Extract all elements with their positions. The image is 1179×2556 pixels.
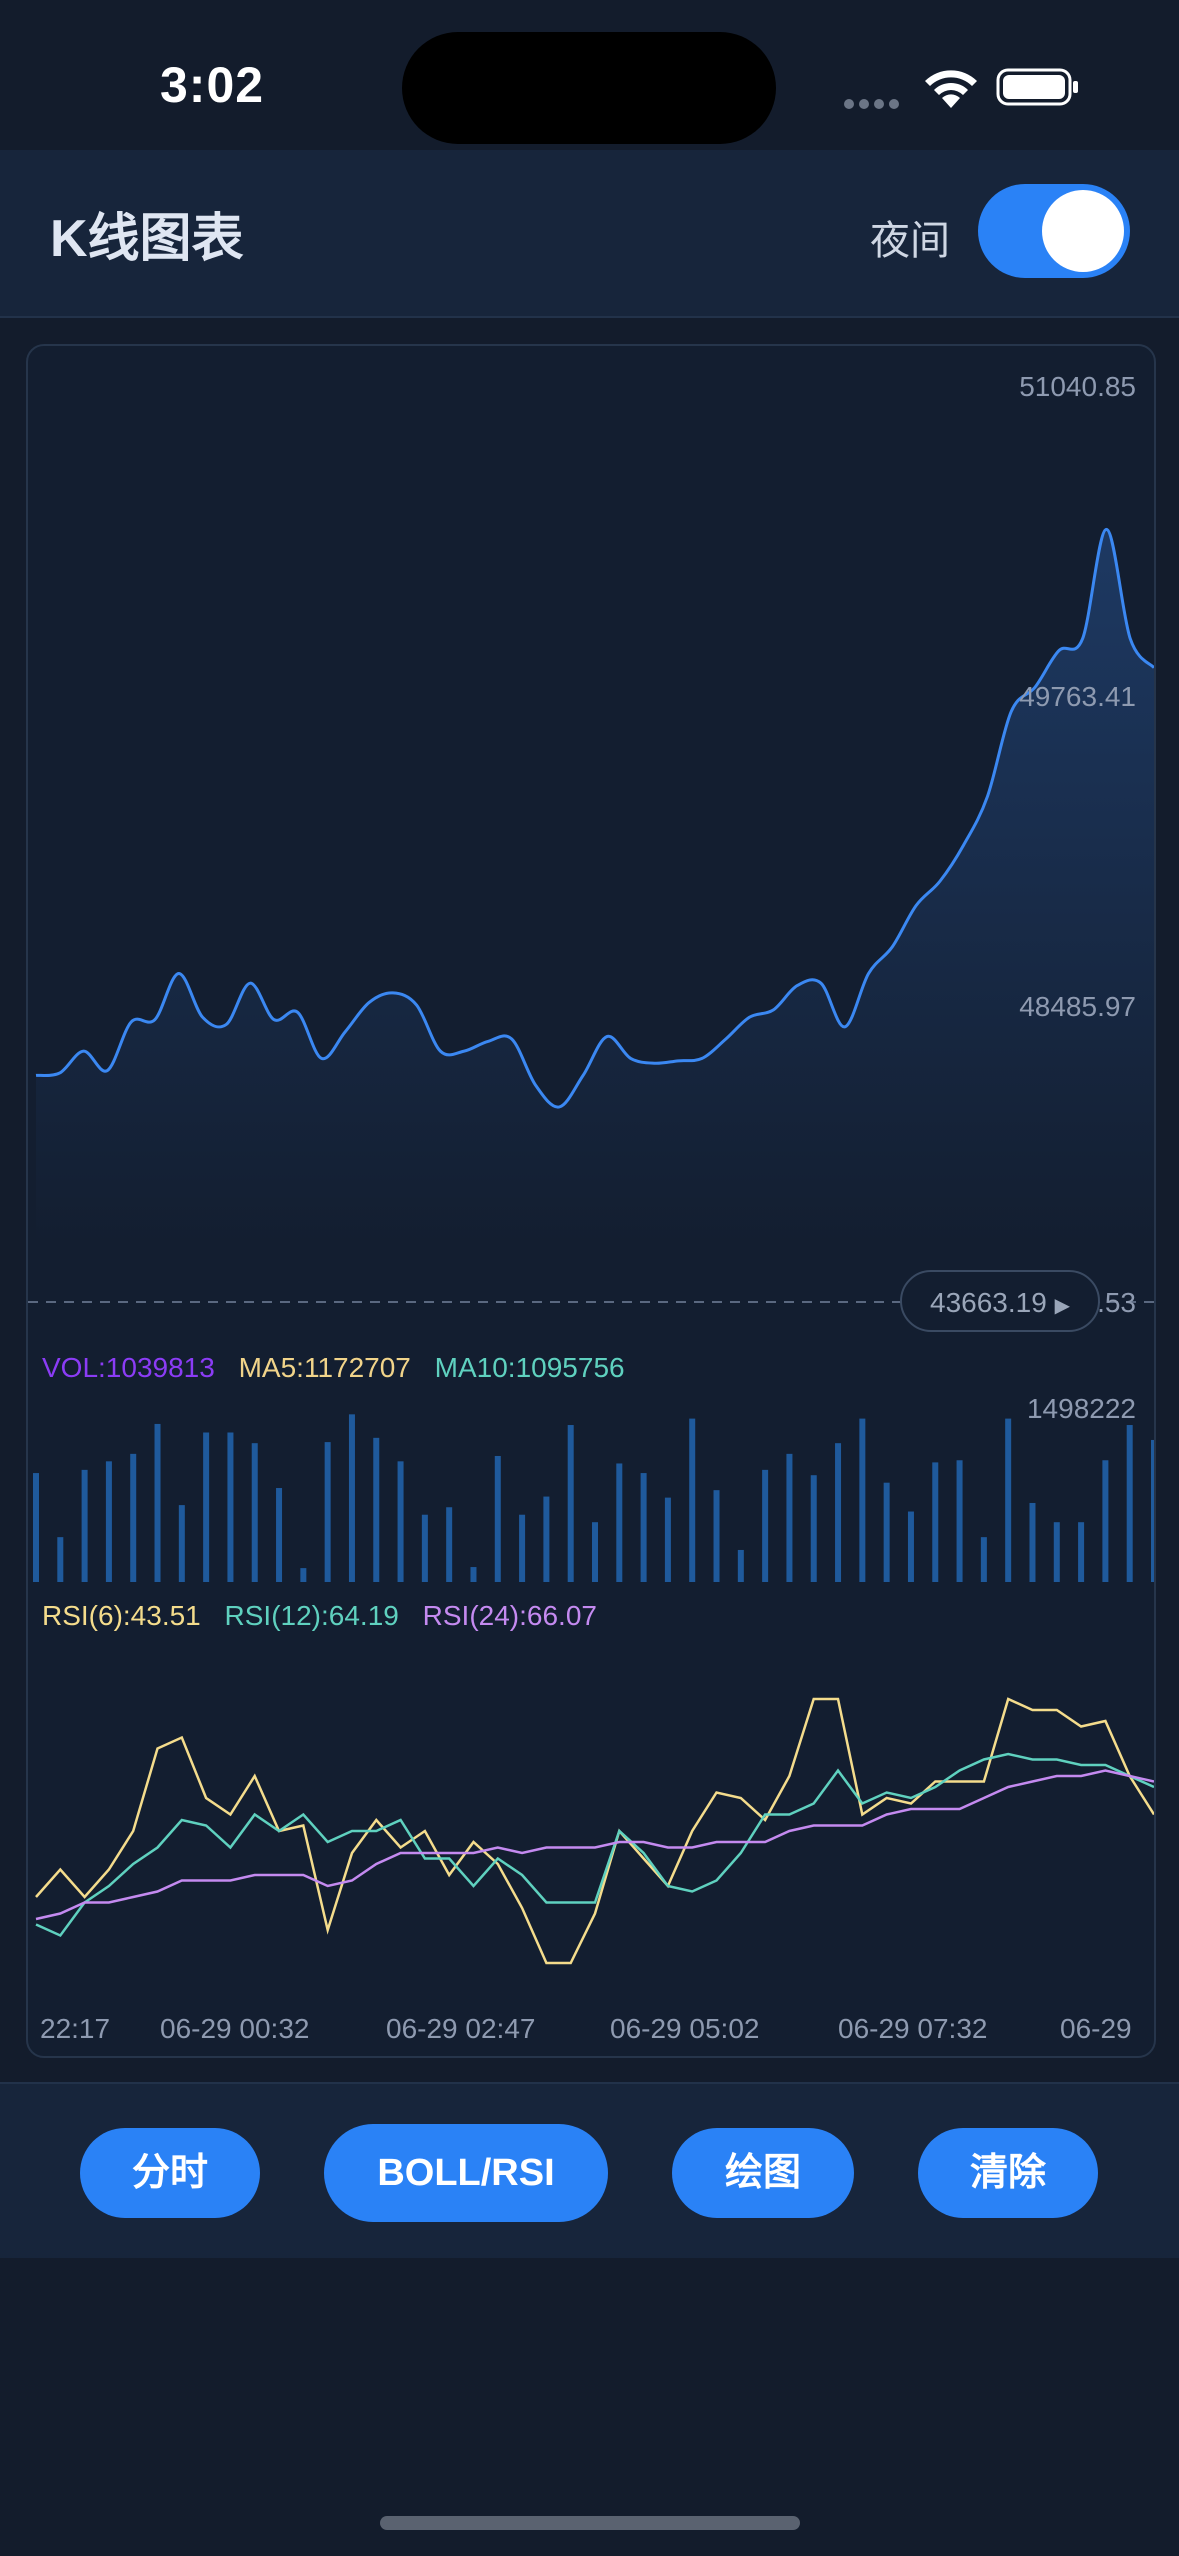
volume-bar (446, 1507, 453, 1582)
volume-bar (810, 1475, 817, 1582)
volume-bar (762, 1469, 769, 1582)
volume-bar (203, 1432, 210, 1582)
volume-bar (494, 1455, 501, 1582)
price-area-fill (36, 529, 1154, 1246)
boll-rsi-button[interactable]: BOLL/RSI (324, 2124, 608, 2222)
volume-bar (130, 1453, 137, 1582)
volume-bar (33, 1473, 39, 1582)
volume-bar (300, 1568, 307, 1582)
kline-chart[interactable]: 3.53 51040.85 49763.41 48485.97 1498222 … (28, 346, 1154, 2056)
volume-bar (932, 1462, 939, 1582)
x-tick-4: 06-29 07:32 (838, 2013, 987, 2044)
volume-bar (835, 1443, 842, 1582)
volume-bar (57, 1537, 64, 1582)
rsi-legend: RSI(6):43.51 RSI(12):64.19 RSI(24):66.07 (42, 1600, 613, 1632)
volume-bar (348, 1414, 355, 1582)
x-tick-1: 06-29 00:32 (160, 2013, 309, 2044)
volume-bar (154, 1423, 161, 1582)
cellular-signal-icon (844, 96, 904, 109)
volume-max-label: 1498222 (1027, 1393, 1136, 1424)
legend-rsi6: RSI(6):43.51 (42, 1600, 201, 1631)
draw-button[interactable]: 绘图 (672, 2128, 854, 2218)
legend-rsi12: RSI(12):64.19 (224, 1600, 399, 1631)
battery-icon (996, 68, 1078, 106)
volume-bar (567, 1425, 574, 1582)
volume-bar (689, 1418, 696, 1582)
legend-ma5: MA5:1172707 (238, 1352, 411, 1383)
x-tick-2: 06-29 02:47 (386, 2013, 535, 2044)
volume-bar (1005, 1418, 1012, 1582)
clear-button[interactable]: 清除 (918, 2128, 1098, 2218)
volume-bar (907, 1511, 914, 1582)
rsi24-line (35, 1769, 1154, 1921)
kline-chart-card[interactable]: 3.53 51040.85 49763.41 48485.97 1498222 … (26, 344, 1156, 2058)
volume-bar (519, 1514, 526, 1582)
home-indicator (380, 2516, 800, 2530)
last-price-value: 43663.19 (930, 1287, 1047, 1318)
price-line (35, 527, 1154, 1109)
toggle-knob (1042, 190, 1124, 272)
volume-bar (1053, 1522, 1060, 1582)
volume-bar (324, 1442, 331, 1582)
volume-bar (1029, 1502, 1036, 1582)
volume-bar (470, 1567, 477, 1582)
volume-bar (397, 1461, 404, 1582)
volume-bar (1151, 1439, 1154, 1582)
volume-bar (543, 1496, 550, 1582)
x-tick-3: 06-29 05:02 (610, 2013, 759, 2044)
volume-bar (664, 1497, 671, 1582)
night-mode-label: 夜间 (870, 219, 950, 263)
volume-bar (883, 1482, 890, 1582)
volume-bar (421, 1514, 428, 1582)
volume-bar (251, 1443, 258, 1582)
status-bar: 3:02 (0, 0, 1179, 150)
volume-bar (859, 1418, 866, 1582)
volume-bar (592, 1522, 598, 1582)
volume-bar (640, 1473, 647, 1582)
volume-bar (1126, 1425, 1133, 1582)
y-tick-mid: 49763.41 (1019, 681, 1136, 712)
volume-bar (616, 1463, 623, 1582)
status-time: 3:02 (160, 57, 265, 113)
night-mode-toggle[interactable] (978, 184, 1130, 278)
volume-bar (737, 1549, 744, 1582)
volume-bar (227, 1432, 234, 1582)
volume-bar (105, 1461, 112, 1582)
page-title: K线图表 (50, 210, 244, 268)
legend-rsi24: RSI(24):66.07 (422, 1600, 597, 1631)
volume-bar (956, 1460, 963, 1582)
rsi6-line (35, 1697, 1154, 1965)
volume-bar (276, 1488, 283, 1582)
bottom-toolbar: 分时 BOLL/RSI 绘图 清除 (0, 2082, 1179, 2258)
volume-bar (178, 1505, 185, 1582)
volume-bar (980, 1537, 987, 1582)
y-tick-low: 48485.97 (1019, 991, 1136, 1022)
y-tick-top: 51040.85 (1019, 371, 1136, 402)
volume-bar (786, 1453, 793, 1582)
arrow-right-icon: ▶ (1054, 1295, 1070, 1317)
legend-vol: VOL:1039813 (42, 1352, 215, 1383)
volume-bar (81, 1469, 88, 1582)
volume-bar (373, 1437, 380, 1582)
x-tick-0: 22:17 (40, 2013, 110, 2044)
volume-bar (713, 1490, 720, 1582)
x-tick-5: 06-29 (1060, 2013, 1132, 2044)
legend-ma10: MA10:1095756 (434, 1352, 625, 1383)
app-header: K线图表 夜间 (0, 150, 1179, 318)
volume-bar (1078, 1522, 1085, 1582)
timeshare-button[interactable]: 分时 (80, 2128, 260, 2218)
dynamic-island (402, 32, 776, 144)
rsi12-line (35, 1752, 1154, 1938)
wifi-icon (925, 70, 977, 108)
volume-bar (1102, 1460, 1109, 1582)
volume-legend: VOL:1039813 MA5:1172707 MA10:1095756 (42, 1352, 641, 1384)
last-price-tag[interactable]: 43663.19 ▶ (900, 1270, 1100, 1332)
